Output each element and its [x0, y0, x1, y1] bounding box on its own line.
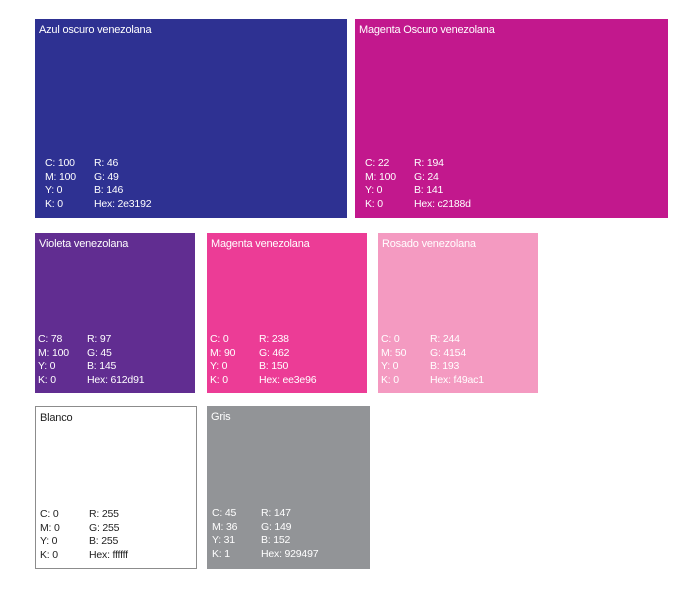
yellow-value: Y: 31 [212, 534, 235, 546]
magenta-value: M: 90 [210, 346, 236, 359]
hex-value: Hex: 612d91 [87, 373, 145, 386]
red-value: R: 244 [430, 333, 460, 345]
hex-value: Hex: ee3e96 [259, 373, 317, 386]
red-value: R: 194 [414, 157, 444, 169]
magenta-value: M: 100 [365, 170, 396, 183]
green-value: G: 4154 [430, 346, 466, 359]
black-value: K: 0 [381, 373, 399, 386]
magenta-value: M: 50 [381, 346, 407, 359]
swatch-name: Blanco [40, 412, 73, 424]
color-values: C: 0 R: 255 M: 0 G: 255 Y: 0 B: 255 K: 0 Hex… [40, 508, 128, 562]
yellow-value: Y: 0 [40, 535, 58, 547]
swatch-blanco: Blanco C: 0 R: 255 M: 0 G: 255 Y: 0 B: 255 … [35, 406, 197, 569]
blue-value: B: 152 [261, 534, 291, 546]
swatch-name: Violeta venezolana [39, 238, 129, 250]
red-value: R: 147 [261, 507, 291, 519]
color-values: C: 78 R: 97 M: 100 G: 45 Y: 0 B: 145 K: 0 He… [38, 333, 145, 387]
magenta-value: M: 0 [40, 521, 60, 534]
blue-value: B: 255 [89, 535, 119, 547]
swatch-gris: Gris C: 45 R: 147 M: 36 G: 149 Y: 31 B: 152… [207, 406, 370, 569]
blue-value: B: 146 [94, 184, 124, 196]
magenta-value: M: 100 [38, 346, 69, 359]
green-value: G: 462 [259, 346, 290, 359]
green-value: G: 149 [261, 520, 292, 533]
hex-value: Hex: c2188d [414, 197, 471, 210]
swatch-name: Rosado venezolana [382, 238, 476, 250]
red-value: R: 238 [259, 333, 289, 345]
red-value: R: 255 [89, 508, 119, 520]
black-value: K: 1 [212, 547, 230, 560]
color-values: C: 45 R: 147 M: 36 G: 149 Y: 31 B: 152 K: 1… [212, 507, 319, 561]
cyan-value: C: 22 [365, 157, 390, 169]
yellow-value: Y: 0 [38, 360, 56, 372]
magenta-value: M: 100 [45, 170, 76, 183]
color-values: C: 0 R: 244 M: 50 G: 4154 Y: 0 B: 193 K: 0 H… [381, 333, 484, 387]
swatch-magenta: Magenta venezolana C: 0 R: 238 M: 90 G: 46… [207, 233, 367, 393]
cyan-value: C: 100 [45, 157, 75, 169]
swatch-name: Gris [211, 411, 231, 423]
yellow-value: Y: 0 [381, 360, 399, 372]
swatch-azul-oscuro: Azul oscuro venezolana C: 100 R: 46 M: 10… [35, 19, 347, 218]
swatch-magenta-oscuro: Magenta Oscuro venezolana C: 22 R: 194 M:… [355, 19, 668, 218]
swatch-name: Magenta venezolana [211, 238, 310, 250]
swatch-violeta: Violeta venezolana C: 78 R: 97 M: 100 G: 4… [35, 233, 195, 393]
green-value: G: 49 [94, 170, 119, 183]
blue-value: B: 150 [259, 360, 289, 372]
green-value: G: 24 [414, 170, 439, 183]
black-value: K: 0 [40, 548, 58, 561]
swatch-rosado: Rosado venezolana C: 0 R: 244 M: 50 G: 415… [378, 233, 538, 393]
hex-value: Hex: ffffff [89, 548, 128, 561]
hex-value: Hex: 929497 [261, 547, 319, 560]
blue-value: B: 193 [430, 360, 460, 372]
black-value: K: 0 [365, 197, 383, 210]
green-value: G: 255 [89, 521, 120, 534]
yellow-value: Y: 0 [365, 184, 383, 196]
black-value: K: 0 [38, 373, 56, 386]
green-value: G: 45 [87, 346, 112, 359]
swatch-name: Azul oscuro venezolana [39, 24, 152, 36]
black-value: K: 0 [45, 197, 63, 210]
hex-value: Hex: f49ac1 [430, 373, 484, 386]
swatch-name: Magenta Oscuro venezolana [359, 24, 495, 36]
cyan-value: C: 0 [40, 508, 59, 520]
color-values: C: 100 R: 46 M: 100 G: 49 Y: 0 B: 146 K: 0 H… [45, 157, 152, 211]
cyan-value: C: 78 [38, 333, 63, 345]
color-values: C: 0 R: 238 M: 90 G: 462 Y: 0 B: 150 K: 0 He… [210, 333, 317, 387]
red-value: R: 97 [87, 333, 112, 345]
blue-value: B: 145 [87, 360, 117, 372]
cyan-value: C: 45 [212, 507, 237, 519]
cyan-value: C: 0 [381, 333, 400, 345]
magenta-value: M: 36 [212, 520, 238, 533]
yellow-value: Y: 0 [45, 184, 63, 196]
black-value: K: 0 [210, 373, 228, 386]
color-values: C: 22 R: 194 M: 100 G: 24 Y: 0 B: 141 K: 0 H… [365, 157, 471, 211]
red-value: R: 46 [94, 157, 119, 169]
yellow-value: Y: 0 [210, 360, 228, 372]
blue-value: B: 141 [414, 184, 444, 196]
cyan-value: C: 0 [210, 333, 229, 345]
hex-value: Hex: 2e3192 [94, 197, 152, 210]
